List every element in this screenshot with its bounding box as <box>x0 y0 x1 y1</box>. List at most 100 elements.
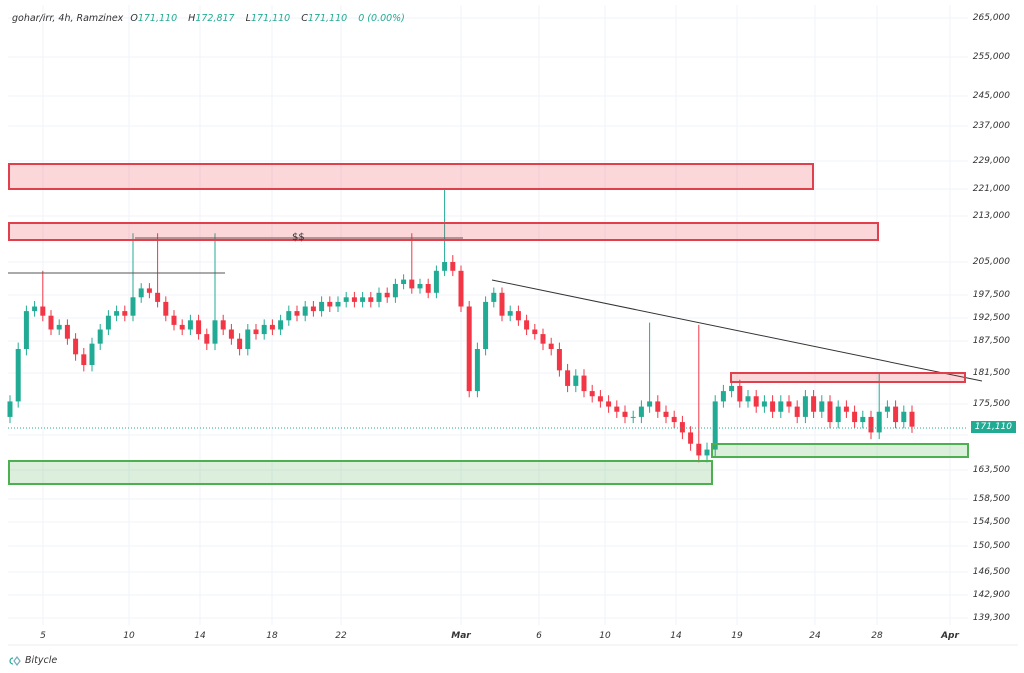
time-tick-label: 10 <box>599 631 611 641</box>
price-tick-label: 181,500 <box>972 368 1010 378</box>
candle-body <box>204 334 210 344</box>
candle-body <box>97 329 103 344</box>
price-tick-label: 139,300 <box>972 613 1010 623</box>
symbol-info: gohar/irr, 4h, Ramzinex <box>12 13 124 24</box>
price-tick-label: 154,500 <box>972 517 1010 527</box>
time-tick-label: 14 <box>670 631 682 641</box>
current-price-tag: 171,110 <box>970 421 1016 433</box>
candle-body <box>573 375 579 386</box>
candle-body <box>302 306 308 316</box>
candle-body <box>770 401 776 412</box>
candle-body <box>745 396 751 402</box>
candle-body <box>253 329 259 335</box>
candle-body <box>409 279 415 289</box>
change-value: 0 (0.00%) <box>358 13 405 24</box>
candle-body <box>491 292 497 302</box>
l-label: L <box>245 13 251 24</box>
candle-body <box>614 406 620 412</box>
candle-body <box>778 401 784 412</box>
high-value: 172,817 <box>195 13 235 24</box>
time-tick-label: 14 <box>194 631 206 641</box>
candle-body <box>671 416 677 423</box>
supply-zone-1[interactable] <box>8 163 814 190</box>
candle-body <box>876 411 882 433</box>
o-label: O <box>130 13 138 24</box>
candle-body <box>483 301 489 349</box>
c-label: C <box>301 13 308 24</box>
candle-body <box>843 406 849 412</box>
price-tick-label: 187,500 <box>972 336 1010 346</box>
candle-body <box>761 401 767 407</box>
candle-body <box>704 449 710 456</box>
candle-body <box>581 375 587 392</box>
price-tick-label: 192,500 <box>972 313 1010 323</box>
candle-body <box>81 354 87 365</box>
candles <box>7 189 915 463</box>
logo-text: Bitycle <box>25 655 58 666</box>
candle-body <box>294 311 300 316</box>
price-tick-label: 175,500 <box>972 399 1010 409</box>
candle-body <box>56 324 62 330</box>
candle-body <box>868 416 874 433</box>
candle-body <box>48 315 54 330</box>
demand-zone-1[interactable] <box>8 460 713 485</box>
time-tick-label: Mar <box>451 631 471 641</box>
candle-body <box>532 329 538 335</box>
candle-body <box>146 288 152 293</box>
candle-body <box>425 284 431 293</box>
candle-body <box>852 411 858 423</box>
time-tick-label: 18 <box>266 631 278 641</box>
candle-body <box>278 320 284 330</box>
candle-body <box>753 396 759 407</box>
candle-body <box>655 401 661 412</box>
candle-body <box>589 391 595 397</box>
candle-body <box>630 416 636 418</box>
trend-line[interactable] <box>491 279 983 382</box>
candle-body <box>196 320 202 335</box>
candle-body <box>729 385 735 392</box>
candle-body <box>696 443 702 456</box>
candle-body <box>269 324 275 330</box>
candle-body <box>794 406 800 417</box>
candle-body <box>392 284 398 298</box>
supply-zone-2[interactable] <box>8 222 879 241</box>
candle-body <box>565 370 571 386</box>
candle-body <box>893 406 899 423</box>
candle-body <box>556 349 562 371</box>
price-tick-label: 142,900 <box>972 590 1010 600</box>
brand-logo: Bitycle <box>8 655 57 666</box>
candle-body <box>548 343 554 349</box>
candle-body <box>597 396 603 402</box>
close-value: 171,110 <box>307 13 348 24</box>
candle-body <box>73 338 79 355</box>
candle-body <box>606 401 612 407</box>
price-tick-label: 213,000 <box>972 211 1010 221</box>
candle-body <box>171 315 177 325</box>
candle-body <box>220 320 226 330</box>
candle-body <box>261 324 267 335</box>
bitycle-logo-icon <box>9 655 21 666</box>
candle-body <box>663 411 669 417</box>
supply-zone-3[interactable] <box>730 372 966 383</box>
candle-body <box>401 279 407 284</box>
close-label: C171,110 <box>301 13 351 24</box>
candle-body <box>860 416 866 423</box>
candle-body <box>130 297 136 316</box>
demand-zone-2[interactable] <box>711 443 969 458</box>
candle-body <box>786 401 792 407</box>
candle-body <box>417 284 423 289</box>
candle-body <box>802 396 808 417</box>
candle-body <box>368 297 374 302</box>
open-label: O171,110 <box>130 13 181 24</box>
candle-body <box>540 334 546 344</box>
legend-header: gohar/irr, 4h, Ramzinex O171,110 H172,81… <box>12 13 409 24</box>
candle-body <box>901 411 907 423</box>
candle-body <box>23 311 29 349</box>
candle-body <box>376 292 382 302</box>
candle-body <box>327 301 333 307</box>
candle-body <box>712 401 718 450</box>
liquidity-annotation: $$ <box>292 232 305 243</box>
candle-body <box>835 406 841 423</box>
candle-body <box>319 301 325 312</box>
